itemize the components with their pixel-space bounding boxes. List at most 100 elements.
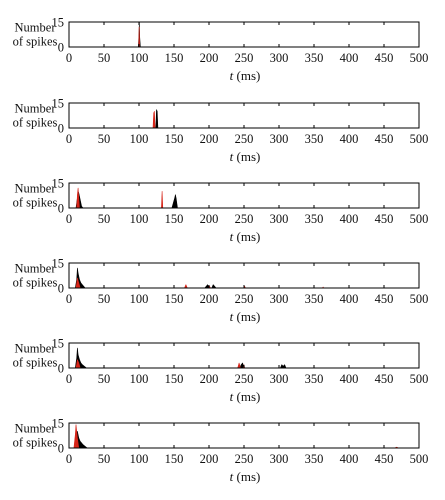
x-tick-label: 200 [200, 212, 219, 226]
y-axis-label-line2: of spikes [13, 356, 58, 370]
x-axis-unit: (ms) [233, 309, 260, 324]
y-tick-label: 15 [52, 337, 65, 351]
panel-3: 0 50 100 150 200 250 300 350 400 450 500 0 15Numbero… [13, 177, 429, 245]
x-tick-label: 450 [375, 51, 394, 65]
x-tick-label: 100 [130, 292, 149, 306]
x-tick-label: 150 [165, 132, 184, 146]
x-tick-label: 250 [235, 132, 254, 146]
x-tick-label: 500 [410, 132, 429, 146]
x-tick-label: 100 [130, 372, 149, 386]
x-tick-label: 250 [235, 372, 254, 386]
y-tick-label: 0 [58, 442, 64, 456]
x-tick-label: 450 [375, 132, 394, 146]
x-tick-label: 300 [270, 452, 289, 466]
x-axis-unit: (ms) [233, 149, 260, 164]
y-axis-label-line2: of spikes [13, 116, 58, 130]
y-tick-label: 15 [52, 257, 65, 271]
x-tick-label: 0 [66, 212, 72, 226]
x-tick-label: 450 [375, 292, 394, 306]
plot-frame [68, 422, 420, 449]
y-axis-label-line1: Number [15, 422, 57, 436]
x-axis-variable: t [230, 389, 234, 404]
x-tick-label: 200 [200, 452, 219, 466]
y-tick-label: 15 [52, 417, 65, 431]
x-tick-label: 50 [98, 292, 111, 306]
x-tick-label: 450 [375, 452, 394, 466]
x-tick-label: 500 [410, 51, 429, 65]
x-tick-label: 400 [340, 292, 359, 306]
x-tick-label: 300 [270, 212, 289, 226]
y-tick-label: 15 [52, 97, 65, 111]
series-red-spikes [138, 26, 140, 48]
x-tick-label: 400 [340, 212, 359, 226]
x-tick-label: 250 [235, 292, 254, 306]
x-tick-label: 200 [200, 372, 219, 386]
plot-frame [68, 262, 420, 289]
x-tick-label: 50 [98, 372, 111, 386]
panel-1: 0 50 100 150 200 250 300 350 400 450 500 0 15Numbero… [13, 16, 429, 84]
y-axis-label-line1: Number [15, 21, 57, 35]
x-tick-label: 500 [410, 372, 429, 386]
x-tick-label: 500 [410, 212, 429, 226]
series-red-spikes [73, 424, 399, 449]
x-tick-label: 100 [130, 452, 149, 466]
plot-frame [68, 182, 420, 209]
panel-4: 0 50 100 150 200 250 300 350 400 450 500 0 15Numbero… [13, 257, 429, 325]
x-axis-variable: t [230, 149, 234, 164]
plot-frame [68, 102, 420, 129]
x-tick-label: 150 [165, 51, 184, 65]
x-axis-label: t (ms) [230, 149, 261, 164]
y-tick-label: 15 [52, 177, 65, 191]
x-tick-label: 350 [305, 372, 324, 386]
x-tick-label: 150 [165, 292, 184, 306]
x-axis-unit: (ms) [233, 469, 260, 484]
x-tick-label: 150 [165, 452, 184, 466]
series-red-spikes [75, 359, 245, 369]
y-tick-label: 0 [58, 202, 64, 216]
x-axis-label: t (ms) [230, 309, 261, 324]
x-axis-label: t (ms) [230, 68, 261, 83]
x-axis-label: t (ms) [230, 389, 261, 404]
y-tick-label: 0 [58, 282, 64, 296]
series-black-spikes [75, 267, 217, 289]
x-tick-label: 400 [340, 452, 359, 466]
y-axis-label-line1: Number [15, 182, 57, 196]
x-tick-label: 400 [340, 372, 359, 386]
x-tick-label: 500 [410, 452, 429, 466]
x-axis-variable: t [230, 469, 234, 484]
y-axis-label-line1: Number [15, 342, 57, 356]
x-tick-label: 250 [235, 212, 254, 226]
x-tick-label: 350 [305, 292, 324, 306]
y-tick-label: 0 [58, 41, 64, 55]
x-tick-label: 350 [305, 51, 324, 65]
x-tick-label: 400 [340, 51, 359, 65]
series-black-spikes [155, 109, 159, 129]
x-tick-label: 250 [235, 452, 254, 466]
y-axis-label-line2: of spikes [13, 35, 58, 49]
x-axis-unit: (ms) [233, 389, 260, 404]
x-tick-label: 300 [270, 292, 289, 306]
x-tick-label: 350 [305, 212, 324, 226]
x-tick-label: 0 [66, 132, 72, 146]
x-tick-label: 450 [375, 212, 394, 226]
x-axis-variable: t [230, 68, 234, 83]
y-axis-label-line2: of spikes [13, 196, 58, 210]
y-axis-label-line1: Number [15, 102, 57, 116]
panel-2: 0 50 100 150 200 250 300 350 400 450 500 0 15Numbero… [13, 97, 429, 165]
panel-5: 0 50 100 150 200 250 300 350 400 450 500 0 15Numbero… [13, 337, 429, 405]
x-tick-label: 500 [410, 292, 429, 306]
x-tick-label: 150 [165, 372, 184, 386]
series-red-spikes [152, 111, 156, 129]
x-tick-label: 250 [235, 51, 254, 65]
series-red-spikes [76, 187, 164, 209]
x-tick-label: 100 [130, 51, 149, 65]
x-tick-label: 450 [375, 372, 394, 386]
x-tick-label: 200 [200, 292, 219, 306]
y-tick-label: 0 [58, 362, 64, 376]
x-tick-label: 50 [98, 51, 111, 65]
series-red-spikes [75, 277, 325, 289]
x-axis-label: t (ms) [230, 469, 261, 484]
x-axis-variable: t [230, 309, 234, 324]
plot-frame [68, 21, 420, 48]
